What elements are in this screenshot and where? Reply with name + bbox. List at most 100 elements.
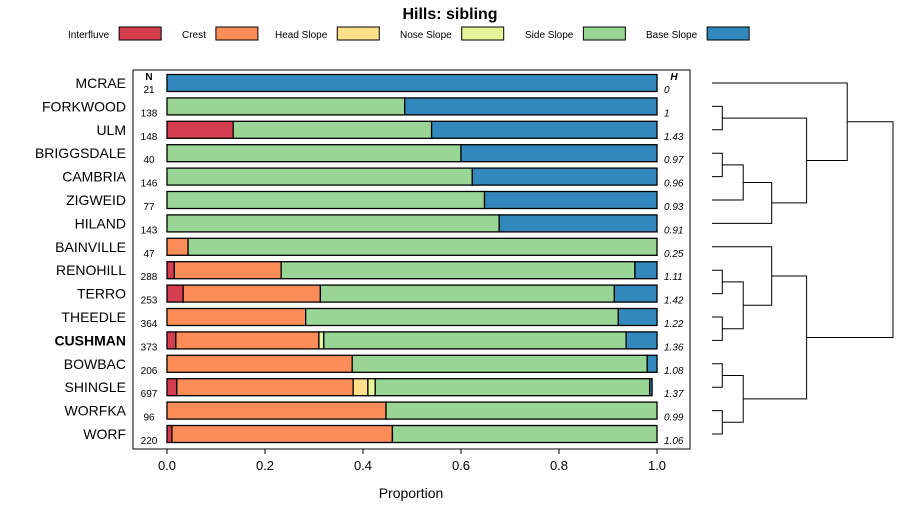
h-label: 1.06 <box>664 436 684 447</box>
row-label: FORKWOOD <box>42 98 126 114</box>
row-label: TERRO <box>77 286 126 302</box>
legend-label: Crest <box>182 30 206 41</box>
bar-segment <box>166 307 307 327</box>
n-label: 96 <box>143 413 155 424</box>
plot-panel <box>132 69 691 450</box>
bar-segment <box>385 401 658 420</box>
h-header: H <box>670 72 678 83</box>
bar-segment <box>625 331 658 350</box>
bar-segment <box>305 307 619 327</box>
x-tick-label: 0.8 <box>550 458 568 473</box>
h-label: 1.42 <box>664 296 684 307</box>
n-label: 77 <box>143 202 155 213</box>
bar-segment <box>634 261 658 280</box>
bar-segment <box>649 378 653 397</box>
bar-segment <box>187 237 658 256</box>
x-tick-label: 0.0 <box>158 458 176 473</box>
bar-segment <box>166 144 462 163</box>
dendrogram-link <box>712 316 723 341</box>
row-label: CUSHMAN <box>54 332 126 348</box>
n-label: 40 <box>143 155 155 166</box>
row-label: MCRAE <box>75 75 126 91</box>
bar-segment <box>171 424 394 444</box>
bar-segment <box>166 214 500 233</box>
dendrogram-link <box>806 121 894 338</box>
bar-segment <box>319 284 616 303</box>
bar-segment <box>471 167 658 186</box>
bar-segment <box>166 354 353 373</box>
dendrogram-link <box>712 152 723 178</box>
legend-label: Side Slope <box>525 30 574 41</box>
bar-segment <box>166 331 177 350</box>
n-label: 364 <box>141 319 158 330</box>
n-header: N <box>145 72 152 83</box>
dendrogram-link <box>712 164 744 201</box>
dendrogram-link <box>712 269 723 295</box>
dendrogram-link <box>712 246 773 306</box>
row-label: RENOHILL <box>56 262 126 278</box>
bar-segment <box>176 378 354 397</box>
n-label: 697 <box>141 389 158 400</box>
bar-segment <box>166 237 189 256</box>
x-tick-label: 0.2 <box>256 458 274 473</box>
dendrogram-link <box>712 410 723 435</box>
dendrogram-link <box>722 117 808 204</box>
legend-swatch <box>582 26 626 41</box>
x-axis-label: Proportion <box>379 485 444 501</box>
legend: Interfluve Crest Head Slope Nose Slope Side … <box>68 26 750 41</box>
bar-segment <box>367 378 376 397</box>
n-label: 148 <box>141 132 158 143</box>
legend-label: Head Slope <box>275 30 328 41</box>
n-label: 138 <box>141 108 158 119</box>
n-label: 288 <box>141 272 158 283</box>
bar-segment <box>182 284 322 303</box>
legend-swatch <box>461 26 505 41</box>
n-labels: 21 138 148 40 146 77 143 47 288 253 364 373 206 697 96… <box>141 85 158 447</box>
x-axis: 0.0 0.2 0.4 0.6 0.8 1.0 <box>158 449 666 473</box>
bar-segment <box>617 307 658 327</box>
row-label: WORF <box>83 426 126 442</box>
h-label: 1.43 <box>664 132 684 143</box>
bar-segment <box>391 424 658 444</box>
h-label: 1.36 <box>664 342 684 353</box>
row-labels: MCRAE FORKWOOD ULM BRIGGSDALE CAMBRIA ZIGWEID… <box>35 75 127 442</box>
x-tick-label: 0.6 <box>452 458 470 473</box>
bar-segment <box>166 167 473 186</box>
legend-swatch <box>215 26 259 41</box>
bar-segment <box>374 378 651 397</box>
bar-segment <box>498 214 658 233</box>
legend-swatch <box>336 26 380 41</box>
n-label: 143 <box>141 225 158 236</box>
row-label: SHINGLE <box>65 379 126 395</box>
row-label: BOWBAC <box>64 356 126 372</box>
h-label: 0.96 <box>664 179 684 190</box>
bar-segment <box>646 354 658 373</box>
dendrogram-link <box>722 375 744 423</box>
h-label: 0.99 <box>664 413 684 424</box>
legend-label: Interfluve <box>68 30 110 41</box>
dendrogram-link <box>712 363 723 388</box>
row-label: THEEDLE <box>61 309 126 325</box>
bar-segment <box>483 190 658 210</box>
row-label: WORFKA <box>65 403 127 419</box>
legend-swatch <box>706 26 750 41</box>
bars <box>166 73 658 444</box>
bar-segment <box>280 261 636 280</box>
bar-segment <box>232 120 433 139</box>
dendrogram-link <box>712 82 848 162</box>
h-label: 0.25 <box>664 249 684 260</box>
bar-segment <box>173 261 282 280</box>
h-labels: 0 1 1.43 0.97 0.96 0.93 0.91 0.25 1.11 1.42 1.22 1.… <box>664 85 684 447</box>
bar-segment <box>613 284 658 303</box>
n-label: 21 <box>143 85 155 96</box>
row-label: CAMBRIA <box>62 169 126 185</box>
h-label: 0 <box>664 85 670 96</box>
bar-segment <box>166 284 184 303</box>
bar-segment <box>166 73 658 93</box>
bar-segment <box>166 401 387 420</box>
n-label: 373 <box>141 342 158 353</box>
dendrogram <box>712 82 894 435</box>
bar-segment <box>318 331 325 350</box>
row-label: ZIGWEID <box>66 192 126 208</box>
n-label: 206 <box>141 366 158 377</box>
